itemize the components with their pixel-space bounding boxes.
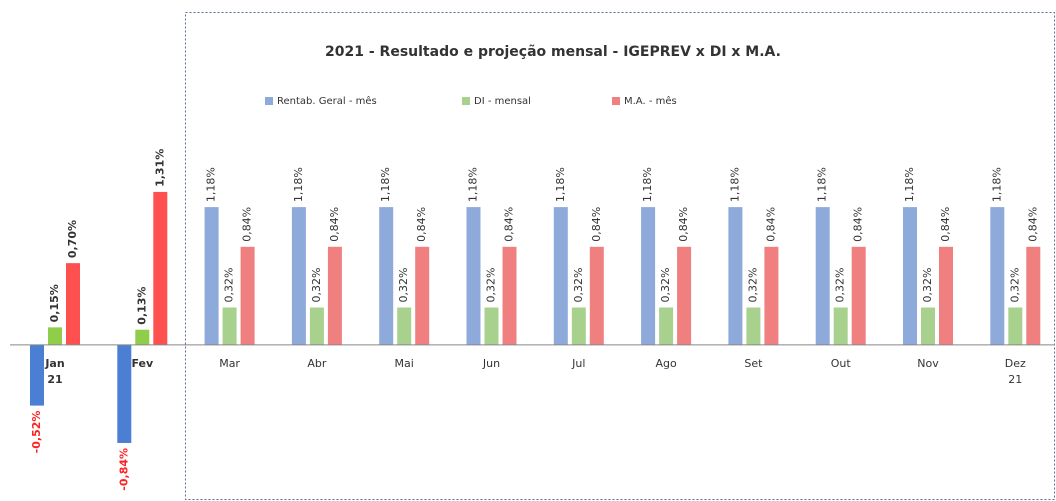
bar bbox=[553, 207, 568, 345]
data-label: 1,18% bbox=[990, 167, 1003, 202]
data-label: 0,32% bbox=[310, 268, 323, 303]
x-tick-label: Dez 21 bbox=[1005, 357, 1026, 386]
bar bbox=[309, 307, 324, 345]
x-tick-label: Out bbox=[831, 357, 852, 370]
data-label: 0,84% bbox=[328, 207, 341, 242]
bar bbox=[484, 307, 499, 345]
legend-label: DI - mensal bbox=[474, 96, 531, 107]
x-tick-label: Mar bbox=[219, 357, 240, 370]
bar bbox=[379, 207, 394, 345]
data-label: 0,32% bbox=[746, 268, 759, 303]
bar bbox=[1008, 307, 1023, 345]
bar bbox=[222, 307, 237, 345]
bar bbox=[30, 344, 44, 406]
bar bbox=[1026, 246, 1041, 345]
data-label: 1,18% bbox=[379, 167, 392, 202]
x-tick-label: Jul bbox=[571, 357, 585, 370]
plot-frame bbox=[185, 12, 1055, 500]
data-label: 1,18% bbox=[728, 167, 741, 202]
x-tick-label: Nov bbox=[917, 357, 939, 370]
data-label: 1,18% bbox=[641, 167, 654, 202]
bar bbox=[397, 307, 412, 345]
data-label: 0,84% bbox=[939, 207, 952, 242]
data-label: 0,84% bbox=[241, 207, 254, 242]
bar bbox=[903, 207, 917, 345]
legend-label: M.A. - mês bbox=[624, 95, 677, 107]
bar bbox=[502, 246, 517, 345]
data-label: 0,84% bbox=[590, 207, 603, 242]
bar bbox=[240, 246, 255, 345]
legend-swatch bbox=[265, 97, 273, 105]
bar bbox=[746, 307, 761, 345]
legend-label: Rentab. Geral - mês bbox=[277, 95, 377, 107]
bar bbox=[415, 246, 430, 345]
bar bbox=[135, 329, 150, 345]
data-label: 0,84% bbox=[1026, 207, 1039, 242]
bar bbox=[677, 246, 692, 345]
data-label: 0,84% bbox=[415, 207, 428, 242]
x-tick-label: Set bbox=[744, 357, 763, 370]
bar bbox=[117, 344, 132, 443]
bar bbox=[571, 307, 586, 345]
data-label: 0,70% bbox=[66, 220, 79, 258]
data-label: 1,18% bbox=[467, 167, 480, 202]
legend-swatch bbox=[462, 97, 470, 105]
bar bbox=[728, 207, 743, 345]
bar bbox=[66, 263, 80, 345]
data-label: -0,84% bbox=[117, 448, 130, 491]
data-label: 1,18% bbox=[554, 167, 567, 202]
bar bbox=[641, 207, 656, 345]
data-label: 0,84% bbox=[764, 207, 777, 242]
data-label: 1,18% bbox=[205, 167, 218, 202]
x-tick-label: Jan 21 bbox=[44, 357, 64, 386]
x-tick-label: Abr bbox=[307, 357, 327, 370]
data-label: 0,13% bbox=[135, 287, 148, 325]
data-label: -0,52% bbox=[30, 411, 43, 454]
legend-swatch bbox=[612, 97, 620, 105]
bar bbox=[466, 207, 481, 345]
bar bbox=[291, 207, 306, 345]
data-label: 0,32% bbox=[834, 268, 847, 303]
bar bbox=[921, 307, 935, 345]
x-tick-label: Mai bbox=[395, 357, 414, 370]
data-label: 0,32% bbox=[921, 268, 934, 303]
bar bbox=[764, 246, 779, 345]
data-label: 0,32% bbox=[223, 268, 236, 303]
data-label: 1,18% bbox=[816, 167, 829, 202]
chart-title: 2021 - Resultado e projeção mensal - IGE… bbox=[325, 44, 781, 60]
data-label: 0,84% bbox=[852, 207, 865, 242]
data-label: 1,18% bbox=[292, 167, 305, 202]
bar bbox=[939, 246, 953, 345]
x-tick-label: Fev bbox=[131, 357, 154, 370]
bar bbox=[659, 307, 674, 345]
data-label: 0,32% bbox=[572, 268, 585, 303]
bar bbox=[990, 207, 1005, 345]
data-label: 0,84% bbox=[503, 207, 516, 242]
x-tick-label: Jun bbox=[482, 357, 500, 370]
bar bbox=[815, 207, 830, 345]
bar bbox=[833, 307, 848, 345]
data-label: 0,15% bbox=[48, 284, 61, 322]
bar bbox=[204, 207, 219, 345]
data-label: 0,32% bbox=[1008, 268, 1021, 303]
data-label: 1,31% bbox=[153, 149, 166, 187]
data-label: 0,84% bbox=[677, 207, 690, 242]
data-label: 0,32% bbox=[659, 268, 672, 303]
bar bbox=[589, 246, 604, 345]
bar bbox=[851, 246, 866, 345]
data-label: 1,18% bbox=[903, 167, 916, 202]
bar bbox=[153, 191, 168, 345]
data-label: 0,32% bbox=[485, 268, 498, 303]
bar bbox=[327, 246, 342, 345]
bar bbox=[48, 327, 62, 345]
data-label: 0,32% bbox=[397, 268, 410, 303]
x-tick-label: Ago bbox=[655, 357, 677, 370]
